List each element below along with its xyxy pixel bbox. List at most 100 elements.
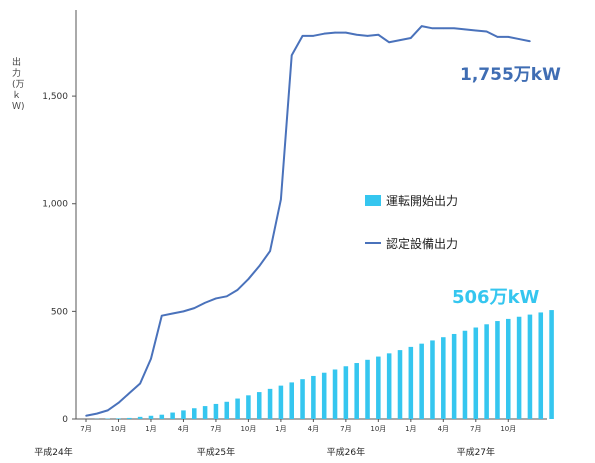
line-point — [377, 33, 380, 36]
year-label: 平成27年 — [457, 446, 495, 458]
line-point — [182, 310, 185, 313]
line-point — [496, 36, 499, 38]
bar — [235, 398, 240, 419]
annotation-operating-final: 506万kW — [452, 287, 540, 308]
y-tick-label: 1,500 — [42, 92, 68, 102]
year-label: 平成25年 — [197, 446, 235, 458]
year-label: 平成24年 — [34, 446, 72, 458]
bar — [300, 379, 305, 419]
x-tick-label: 10月 — [500, 425, 516, 433]
y-tick-label: 0 — [62, 415, 68, 425]
year-label: 平成26年 — [327, 446, 365, 458]
bar — [495, 321, 500, 419]
line-point — [236, 289, 239, 291]
x-tick-label: 4月 — [178, 425, 189, 433]
bar — [289, 382, 294, 419]
bar — [192, 408, 197, 419]
line-point — [399, 39, 401, 41]
bar — [538, 312, 544, 419]
bar — [397, 350, 403, 419]
legend-label-installed: 認定設備出力 — [386, 236, 459, 251]
legend-item-operating: 運転開始出力 — [365, 192, 458, 208]
y-tick-label: 1,000 — [42, 200, 68, 210]
bar — [224, 401, 230, 419]
legend-swatch-line — [365, 242, 381, 244]
bar — [159, 414, 165, 419]
bar-series-operating — [94, 310, 554, 419]
line-point — [193, 307, 196, 309]
x-tick-label: 7月 — [340, 425, 351, 433]
annotation-installed-final: 1,755万kW — [460, 65, 561, 85]
bar — [202, 406, 208, 419]
bar — [267, 388, 273, 419]
line-point — [474, 29, 477, 32]
bar — [419, 343, 424, 419]
line-point — [345, 31, 347, 34]
bar — [343, 366, 349, 419]
bar — [321, 372, 327, 419]
line-point — [85, 414, 87, 417]
bar — [137, 416, 143, 419]
line-point — [160, 314, 163, 317]
line-point — [96, 412, 98, 415]
bar — [441, 337, 446, 419]
line-point — [420, 25, 423, 27]
x-tick-label: 7月 — [80, 425, 91, 433]
bar — [181, 410, 186, 419]
bar — [506, 318, 511, 419]
bar — [527, 314, 533, 419]
line-point — [529, 40, 531, 43]
legend-item-installed: 認定設備出力 — [365, 235, 458, 251]
x-tick-label: 10月 — [240, 425, 256, 433]
bar — [484, 324, 489, 419]
line-point — [453, 27, 455, 30]
line-point — [507, 36, 510, 38]
x-tick-label: 7月 — [470, 425, 481, 433]
bar — [451, 333, 457, 419]
x-tick-label: 1月 — [275, 425, 286, 433]
bar — [376, 356, 381, 419]
line-point — [464, 28, 466, 31]
bar — [246, 395, 251, 419]
bar — [430, 340, 435, 419]
line-point — [366, 35, 369, 37]
bar — [213, 403, 219, 419]
legend-swatch-bar — [365, 194, 381, 206]
line-point — [312, 35, 315, 37]
line-point — [323, 32, 326, 35]
y-axis-title: 出力(万ｋＷ) — [12, 58, 25, 112]
line-point — [334, 31, 336, 34]
x-tick-label: 1月 — [405, 425, 416, 433]
line-point — [117, 402, 120, 404]
line-point — [290, 54, 293, 57]
line-point — [355, 33, 358, 36]
line-point — [106, 409, 109, 412]
bar — [549, 310, 554, 419]
x-tick-label: 10月 — [370, 425, 386, 433]
bar — [278, 385, 284, 419]
line-point — [204, 301, 206, 304]
bar — [462, 330, 468, 419]
bar — [256, 392, 262, 419]
bar — [408, 346, 414, 419]
x-tick-label: 7月 — [210, 425, 221, 433]
line-point — [139, 382, 141, 385]
line-point — [518, 38, 520, 40]
line-point — [388, 41, 390, 44]
bar — [127, 417, 132, 419]
legend: 運転開始出力 認定設備出力 — [365, 192, 458, 278]
x-tick-label: 4月 — [308, 425, 319, 433]
line-point — [269, 250, 271, 252]
line-point — [247, 278, 250, 280]
legend-label-operating: 運転開始出力 — [386, 193, 459, 208]
bar — [354, 363, 359, 419]
bar — [170, 412, 175, 419]
bar — [365, 359, 370, 419]
line-point — [410, 37, 412, 39]
bar — [148, 415, 154, 419]
line-point — [215, 297, 217, 300]
y-axis: 0 500 1,000 1,500 — [42, 10, 77, 425]
bar — [386, 353, 392, 419]
line-point — [301, 35, 304, 37]
